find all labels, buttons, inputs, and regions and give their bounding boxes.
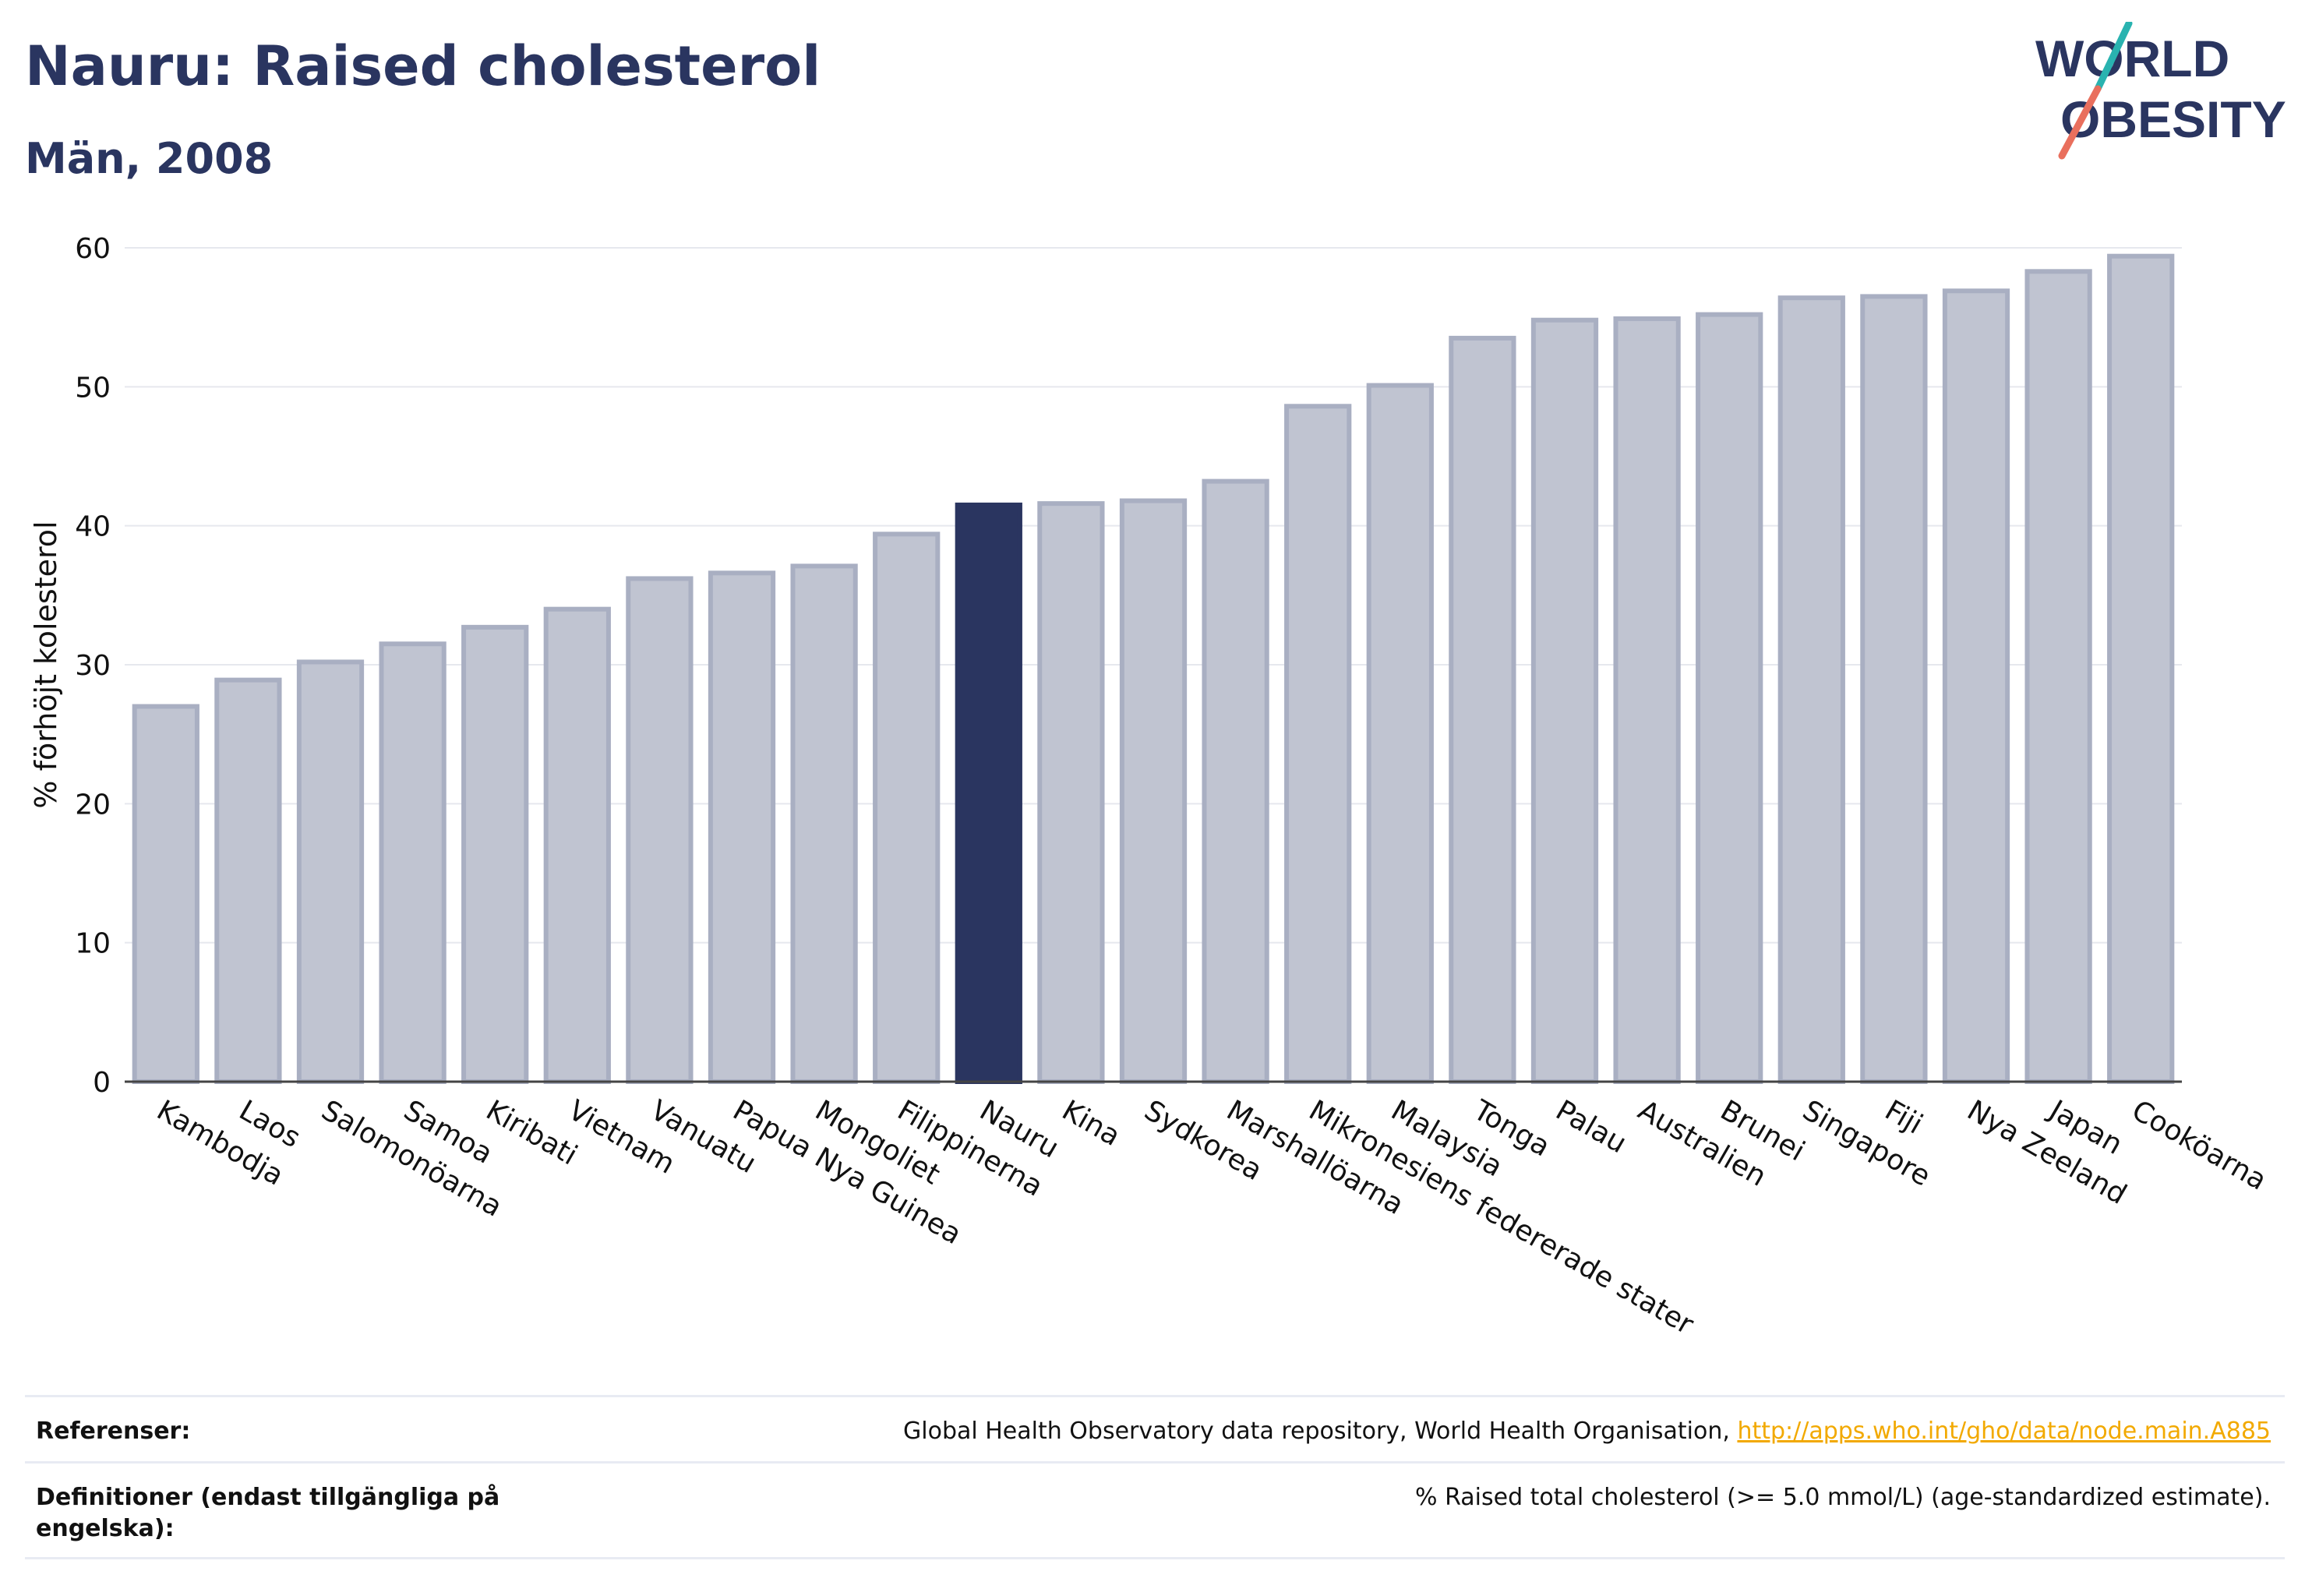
references-source-text: Global Health Observatory data repositor… xyxy=(903,1418,1738,1445)
bar-samoa xyxy=(379,641,447,1084)
bar-laos xyxy=(214,677,282,1084)
y-tick-label: 40 xyxy=(75,511,111,543)
bar-marshallöarna xyxy=(1202,478,1269,1084)
references-label: Referenser: xyxy=(36,1418,191,1445)
bar-papua-nya-guinea xyxy=(708,570,776,1084)
y-tick-label: 50 xyxy=(75,372,111,404)
bar-mongoliet xyxy=(790,563,858,1084)
bar-brunei xyxy=(1696,312,1763,1085)
x-tick-label: Fiji xyxy=(1880,1094,1928,1141)
chart-subtitle: Män, 2008 xyxy=(25,134,274,183)
references-row: Referenser: Global Health Observatory da… xyxy=(25,1395,2285,1461)
bar-kambodja xyxy=(132,704,199,1084)
bar-salomonöarna xyxy=(296,659,365,1084)
x-tick-label: Kina xyxy=(1057,1094,1125,1153)
bar-vanuatu xyxy=(626,576,694,1084)
logo-word-world: WORLD xyxy=(2035,30,2229,87)
bar-australien xyxy=(1613,316,1681,1084)
bar-vietnam xyxy=(543,606,611,1084)
y-axis-label: % förhöjt kolesterol xyxy=(29,521,63,808)
y-tick-label: 60 xyxy=(75,233,111,265)
logo-word-obesity: OBESITY xyxy=(2060,90,2286,148)
y-tick-label: 10 xyxy=(75,928,111,960)
bar-malaysia xyxy=(1366,383,1434,1084)
bar-cooköarna xyxy=(2107,253,2175,1085)
bar-kiribati xyxy=(461,624,529,1084)
y-tick-label: 30 xyxy=(75,650,111,682)
bar-japan xyxy=(2024,269,2092,1085)
chart-title: Nauru: Raised cholesterol xyxy=(25,34,821,98)
y-tick-label: 0 xyxy=(93,1067,111,1099)
x-tick-label: Cooköarna xyxy=(2127,1094,2272,1196)
bar-tonga xyxy=(1449,335,1516,1084)
definitions-label: Definitioner (endast tillgängliga på eng… xyxy=(36,1484,500,1542)
y-axis-ticks: 0 10 20 30 40 50 60 xyxy=(75,233,111,1099)
world-obesity-logo: WORLD OBESITY xyxy=(2035,22,2286,160)
references-link[interactable]: http://apps.who.int/gho/data/node.main.A… xyxy=(1737,1418,2271,1445)
y-tick-label: 20 xyxy=(75,789,111,821)
bar-filippinerna xyxy=(873,531,941,1084)
bar-mikronesiens-federerade-stater xyxy=(1284,404,1352,1084)
bar-sydkorea xyxy=(1119,498,1188,1084)
x-tick-label: Palau xyxy=(1551,1094,1633,1160)
references-table: Referenser: Global Health Observatory da… xyxy=(25,1395,2285,1559)
bar-palau xyxy=(1530,317,1599,1084)
references-value: Global Health Observatory data repositor… xyxy=(903,1416,2271,1447)
bar-nya-zeeland xyxy=(1942,288,2010,1084)
x-tick-label: Kiribati xyxy=(481,1094,583,1171)
definitions-row: Definitioner (endast tillgängliga på eng… xyxy=(25,1461,2285,1559)
bar-singapore xyxy=(1777,295,1845,1084)
logo-slash-teal xyxy=(2094,22,2133,93)
definitions-value: % Raised total cholesterol (>= 5.0 mmol/… xyxy=(1415,1484,2271,1511)
bars xyxy=(132,253,2175,1085)
bar-nauru xyxy=(955,502,1022,1084)
logo-slash-coral xyxy=(2058,85,2102,160)
bar-fiji xyxy=(1860,294,1928,1084)
bar-kina xyxy=(1037,501,1105,1084)
